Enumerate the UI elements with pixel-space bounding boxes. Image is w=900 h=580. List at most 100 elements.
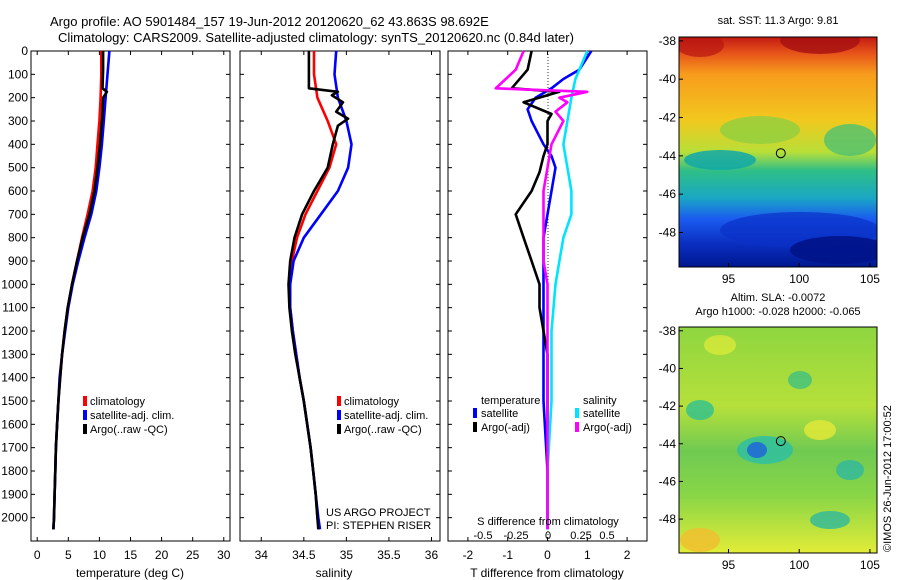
sla-map-frame — [678, 326, 878, 554]
legend-swatch-satellite — [337, 410, 341, 420]
pi-label: PI: STEPHEN RISER — [326, 520, 431, 532]
depth-tick-label: 0 — [21, 44, 28, 58]
salinity-series — [287, 50, 353, 530]
lat-tick-label: -38 — [659, 34, 677, 48]
series-line-argo-raw-qc — [287, 51, 350, 530]
sst-ticks: 95 100 105 -38 -40 -42 -44 -46 -48 — [659, 34, 881, 286]
temperature-legend: climatology satellite-adj. clim. Argo(..… — [83, 396, 174, 436]
lon-tick-label: 100 — [789, 558, 809, 572]
depth-tick-label: 300 — [8, 114, 28, 128]
salinity-x-label: salinity — [316, 566, 353, 580]
lat-tick-label: -44 — [659, 437, 677, 451]
depth-tick-label: 1700 — [1, 441, 28, 455]
sla-map-panel: Altim. SLA: -0.0072 Argo h1000: -0.028 h… — [659, 292, 894, 572]
x-tick-label: -2 — [463, 548, 474, 562]
s-tick: 0.5 — [599, 530, 614, 542]
temperature-ticks: 0 5 10 15 20 25 300100200300400500600700800900… — [1, 44, 230, 562]
x-tick-label: 1 — [584, 548, 591, 562]
sla-heatmap — [679, 327, 877, 553]
difference-legend: temperature salinity satellite Argo(-adj… — [473, 395, 632, 434]
depth-tick-label: 500 — [8, 161, 28, 175]
s-difference-label: S difference from climatology — [477, 516, 619, 528]
salinity-ticks: 34 34.5 35 35.5 36 — [240, 50, 440, 562]
lon-tick-label: 95 — [722, 272, 736, 286]
difference-x-label: T difference from climatology — [470, 566, 624, 580]
depth-tick-label: 1100 — [2, 301, 28, 315]
series-line-salinity-argo-adj — [494, 50, 589, 530]
legend-label-argo: Argo(..raw -QC) — [344, 424, 422, 436]
x-tick-label: 20 — [155, 548, 169, 562]
argo-location-marker — [775, 436, 786, 447]
series-line-temperature-argo-adj — [510, 50, 561, 530]
legend-swatch-climatology — [83, 396, 87, 406]
lat-tick-label: -42 — [659, 399, 677, 413]
legend-swatch-satellite — [83, 410, 87, 420]
temperature-panel: 0 5 10 15 20 25 300100200300400500600700800900… — [1, 44, 230, 580]
sst-green-patch — [824, 124, 876, 156]
sla-high-patch — [680, 528, 720, 552]
header-line-1: Argo profile: AO 5901484_157 19-Jun-2012… — [50, 14, 489, 29]
depth-tick-label: 600 — [8, 184, 28, 198]
legend-swatch-climatology — [337, 396, 341, 406]
sst-warm-patch — [679, 37, 724, 57]
sla-low-patch — [788, 371, 812, 389]
legend-label-climatology: climatology — [344, 396, 400, 408]
lat-tick-label: -48 — [659, 226, 677, 240]
difference-series — [494, 50, 593, 530]
x-tick-label: 35.5 — [377, 548, 401, 562]
lon-tick-label: 105 — [860, 272, 880, 286]
salinity-panel: 34 34.5 35 35.5 36 salinity climatology sate… — [239, 50, 441, 580]
x-tick-label: 30 — [217, 548, 231, 562]
x-tick-label: 5 — [65, 548, 72, 562]
legend-label-t-satellite: satellite — [481, 408, 518, 420]
lon-tick-label: 105 — [860, 558, 880, 572]
s-tick: -0.25 — [503, 530, 528, 542]
legend-label-t-argo: Argo(-adj) — [481, 422, 530, 434]
x-tick-label: 10 — [93, 548, 107, 562]
difference-panel: -2 -1 0 1 2 T difference from climatology S … — [447, 50, 648, 580]
temperature-series — [52, 50, 111, 530]
legend-label-s-satellite: satellite — [583, 408, 620, 420]
sst-map-title: sat. SST: 11.3 Argo: 9.81 — [718, 15, 839, 27]
lat-tick-label: -48 — [659, 512, 677, 526]
sla-low-patch — [686, 400, 714, 420]
lat-tick-label: -40 — [659, 72, 677, 86]
depth-tick-label: 700 — [8, 207, 28, 221]
temperature-x-label: temperature (deg C) — [76, 566, 184, 580]
sst-warm-patch — [780, 37, 860, 54]
depth-tick-label: 900 — [8, 254, 28, 268]
lat-tick-label: -42 — [659, 111, 677, 125]
series-line-salinity-satellite — [546, 50, 589, 530]
legend-swatch-t-argo — [473, 422, 477, 432]
s-tick: -0.5 — [474, 530, 493, 542]
sla-high-patch — [804, 420, 836, 440]
salinity-legend: climatology satellite-adj. clim. Argo(..… — [337, 396, 428, 436]
salinity-plot-frame — [239, 50, 441, 542]
s-tick: 0 — [545, 530, 551, 542]
x-tick-label: 35 — [340, 548, 354, 562]
sst-map-panel: sat. SST: 11.3 Argo: 9.81 95 100 105 -38 -40… — [659, 15, 881, 286]
depth-tick-label: 1900 — [1, 487, 28, 501]
depth-tick-label: 400 — [8, 137, 28, 151]
sla-ticks: 95 100 105 -38 -40 -42 -44 -46 -48 — [659, 324, 881, 572]
x-tick-label: 15 — [124, 548, 138, 562]
depth-tick-label: 1800 — [1, 464, 28, 478]
depth-tick-label: 800 — [8, 231, 28, 245]
x-tick-label: 0 — [34, 548, 41, 562]
lon-tick-label: 100 — [789, 272, 809, 286]
x-tick-label: -1 — [502, 548, 513, 562]
lat-tick-label: -40 — [659, 361, 677, 375]
depth-tick-label: 200 — [8, 91, 28, 105]
sla-map-title: Altim. SLA: -0.0072 — [731, 292, 826, 304]
imos-timestamp-label: ©IMOS 26-Jun-2012 17:00:52 — [882, 405, 894, 552]
x-tick-label: 36 — [425, 548, 439, 562]
legend-swatch-argo — [337, 424, 341, 434]
lat-tick-label: -38 — [659, 324, 677, 338]
x-tick-label: 0 — [544, 548, 551, 562]
legend-label-satellite: satellite-adj. clim. — [344, 410, 428, 422]
sla-high-patch — [704, 335, 736, 355]
legend-label-argo: Argo(..raw -QC) — [90, 424, 168, 436]
series-line-argo-raw-qc — [52, 51, 109, 530]
depth-tick-label: 1600 — [1, 417, 28, 431]
